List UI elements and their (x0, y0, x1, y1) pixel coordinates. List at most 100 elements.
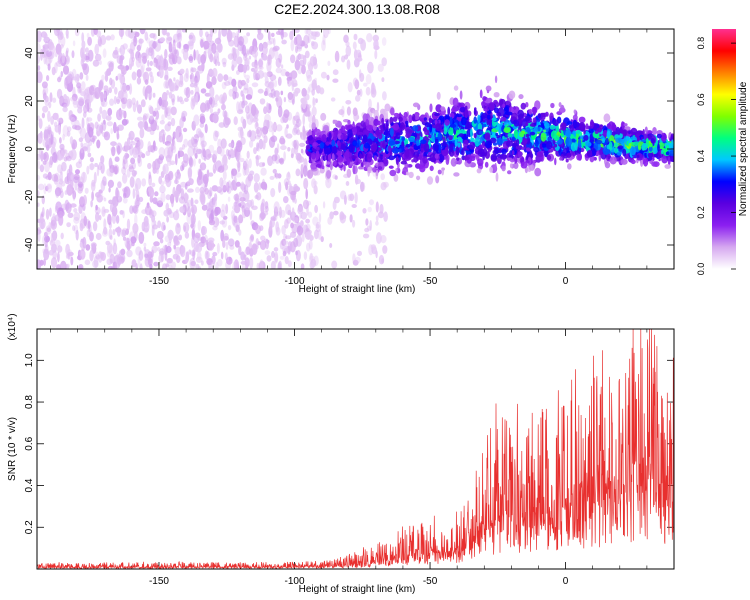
noise-blob (141, 52, 148, 59)
signal-blob (395, 132, 401, 140)
noise-blob (290, 70, 298, 80)
noise-blob (287, 171, 290, 178)
signal-blob (394, 140, 400, 145)
colorbar-tick-label: 0.2 (696, 206, 706, 219)
signal-blob (399, 148, 402, 153)
noise-blob (287, 260, 292, 268)
noise-blob (222, 170, 227, 181)
signal-blob (348, 143, 354, 153)
signal-blob (544, 122, 550, 129)
noise-blob (111, 146, 116, 157)
noise-blob (97, 123, 102, 136)
noise-blob (147, 141, 152, 153)
noise-blob (68, 204, 72, 209)
noise-blob (302, 113, 306, 126)
noise-blob (110, 79, 116, 89)
noise-blob (66, 184, 73, 196)
spectrogram-blobs (37, 29, 674, 269)
noise-blob (381, 37, 387, 46)
noise-blob (149, 129, 155, 135)
noise-blob (78, 264, 84, 269)
noise-blob (272, 47, 278, 52)
noise-blob (134, 137, 140, 142)
noise-blob (52, 250, 57, 260)
noise-blob (69, 136, 74, 145)
noise-blob (129, 57, 133, 69)
noise-blob (121, 229, 127, 238)
noise-blob (236, 56, 243, 65)
noise-blob (359, 69, 362, 78)
signal-blob (389, 169, 397, 177)
noise-blob (272, 45, 280, 51)
noise-blob (231, 58, 238, 68)
noise-blob (285, 204, 292, 215)
noise-blob (246, 78, 250, 84)
noise-blob (77, 186, 83, 194)
noise-blob (320, 236, 324, 243)
noise-blob (364, 227, 370, 233)
noise-blob (346, 106, 351, 116)
noise-blob (365, 86, 371, 96)
noise-blob (205, 239, 209, 245)
noise-blob (365, 74, 372, 85)
signal-blob (559, 157, 563, 161)
noise-blob (256, 126, 263, 138)
noise-blob (262, 162, 266, 167)
noise-blob (217, 259, 223, 267)
noise-blob (290, 231, 297, 238)
noise-blob (221, 218, 228, 228)
noise-blob (131, 59, 135, 67)
noise-blob (311, 41, 319, 50)
signal-blob (408, 136, 415, 142)
noise-blob (214, 94, 220, 102)
noise-blob (151, 214, 156, 223)
signal-blob (566, 152, 572, 158)
noise-blob (259, 240, 267, 251)
noise-blob (62, 133, 65, 141)
signal-blob (389, 140, 396, 146)
noise-blob (366, 33, 373, 43)
noise-blob (296, 46, 302, 52)
signal-blob (388, 165, 394, 169)
signal-blob (305, 144, 311, 150)
noise-blob (180, 99, 185, 105)
signal-blob (372, 167, 377, 173)
noise-blob (145, 150, 151, 157)
signal-blob (340, 143, 346, 150)
noise-blob (100, 155, 105, 164)
noise-blob (128, 49, 134, 54)
noise-blob (37, 71, 43, 84)
noise-blob (190, 197, 194, 207)
noise-blob (54, 187, 62, 197)
noise-blob (108, 214, 112, 226)
noise-blob (192, 247, 197, 252)
signal-blob (377, 166, 383, 170)
signal-blob (583, 128, 586, 135)
noise-blob (184, 255, 188, 264)
noise-blob (233, 116, 238, 126)
noise-blob (166, 160, 172, 166)
noise-blob (275, 226, 281, 236)
noise-blob (332, 78, 339, 83)
signal-blob (337, 155, 344, 163)
noise-blob (269, 220, 273, 232)
noise-blob (214, 193, 218, 202)
noise-blob (44, 33, 48, 38)
noise-blob (220, 209, 226, 218)
signal-blob (533, 146, 540, 153)
signal-blob (481, 101, 485, 107)
noise-blob (90, 179, 96, 192)
noise-blob (295, 249, 301, 262)
signal-blob (362, 134, 368, 143)
noise-blob (380, 235, 387, 244)
signal-blob (513, 162, 519, 169)
noise-blob (244, 74, 251, 80)
x-tick-label: 0 (563, 276, 569, 287)
noise-blob (193, 147, 196, 156)
noise-blob (184, 183, 188, 190)
noise-blob (230, 32, 237, 38)
noise-blob (167, 241, 172, 247)
signal-blob (384, 103, 391, 112)
noise-blob (47, 110, 51, 122)
noise-blob (291, 193, 295, 203)
